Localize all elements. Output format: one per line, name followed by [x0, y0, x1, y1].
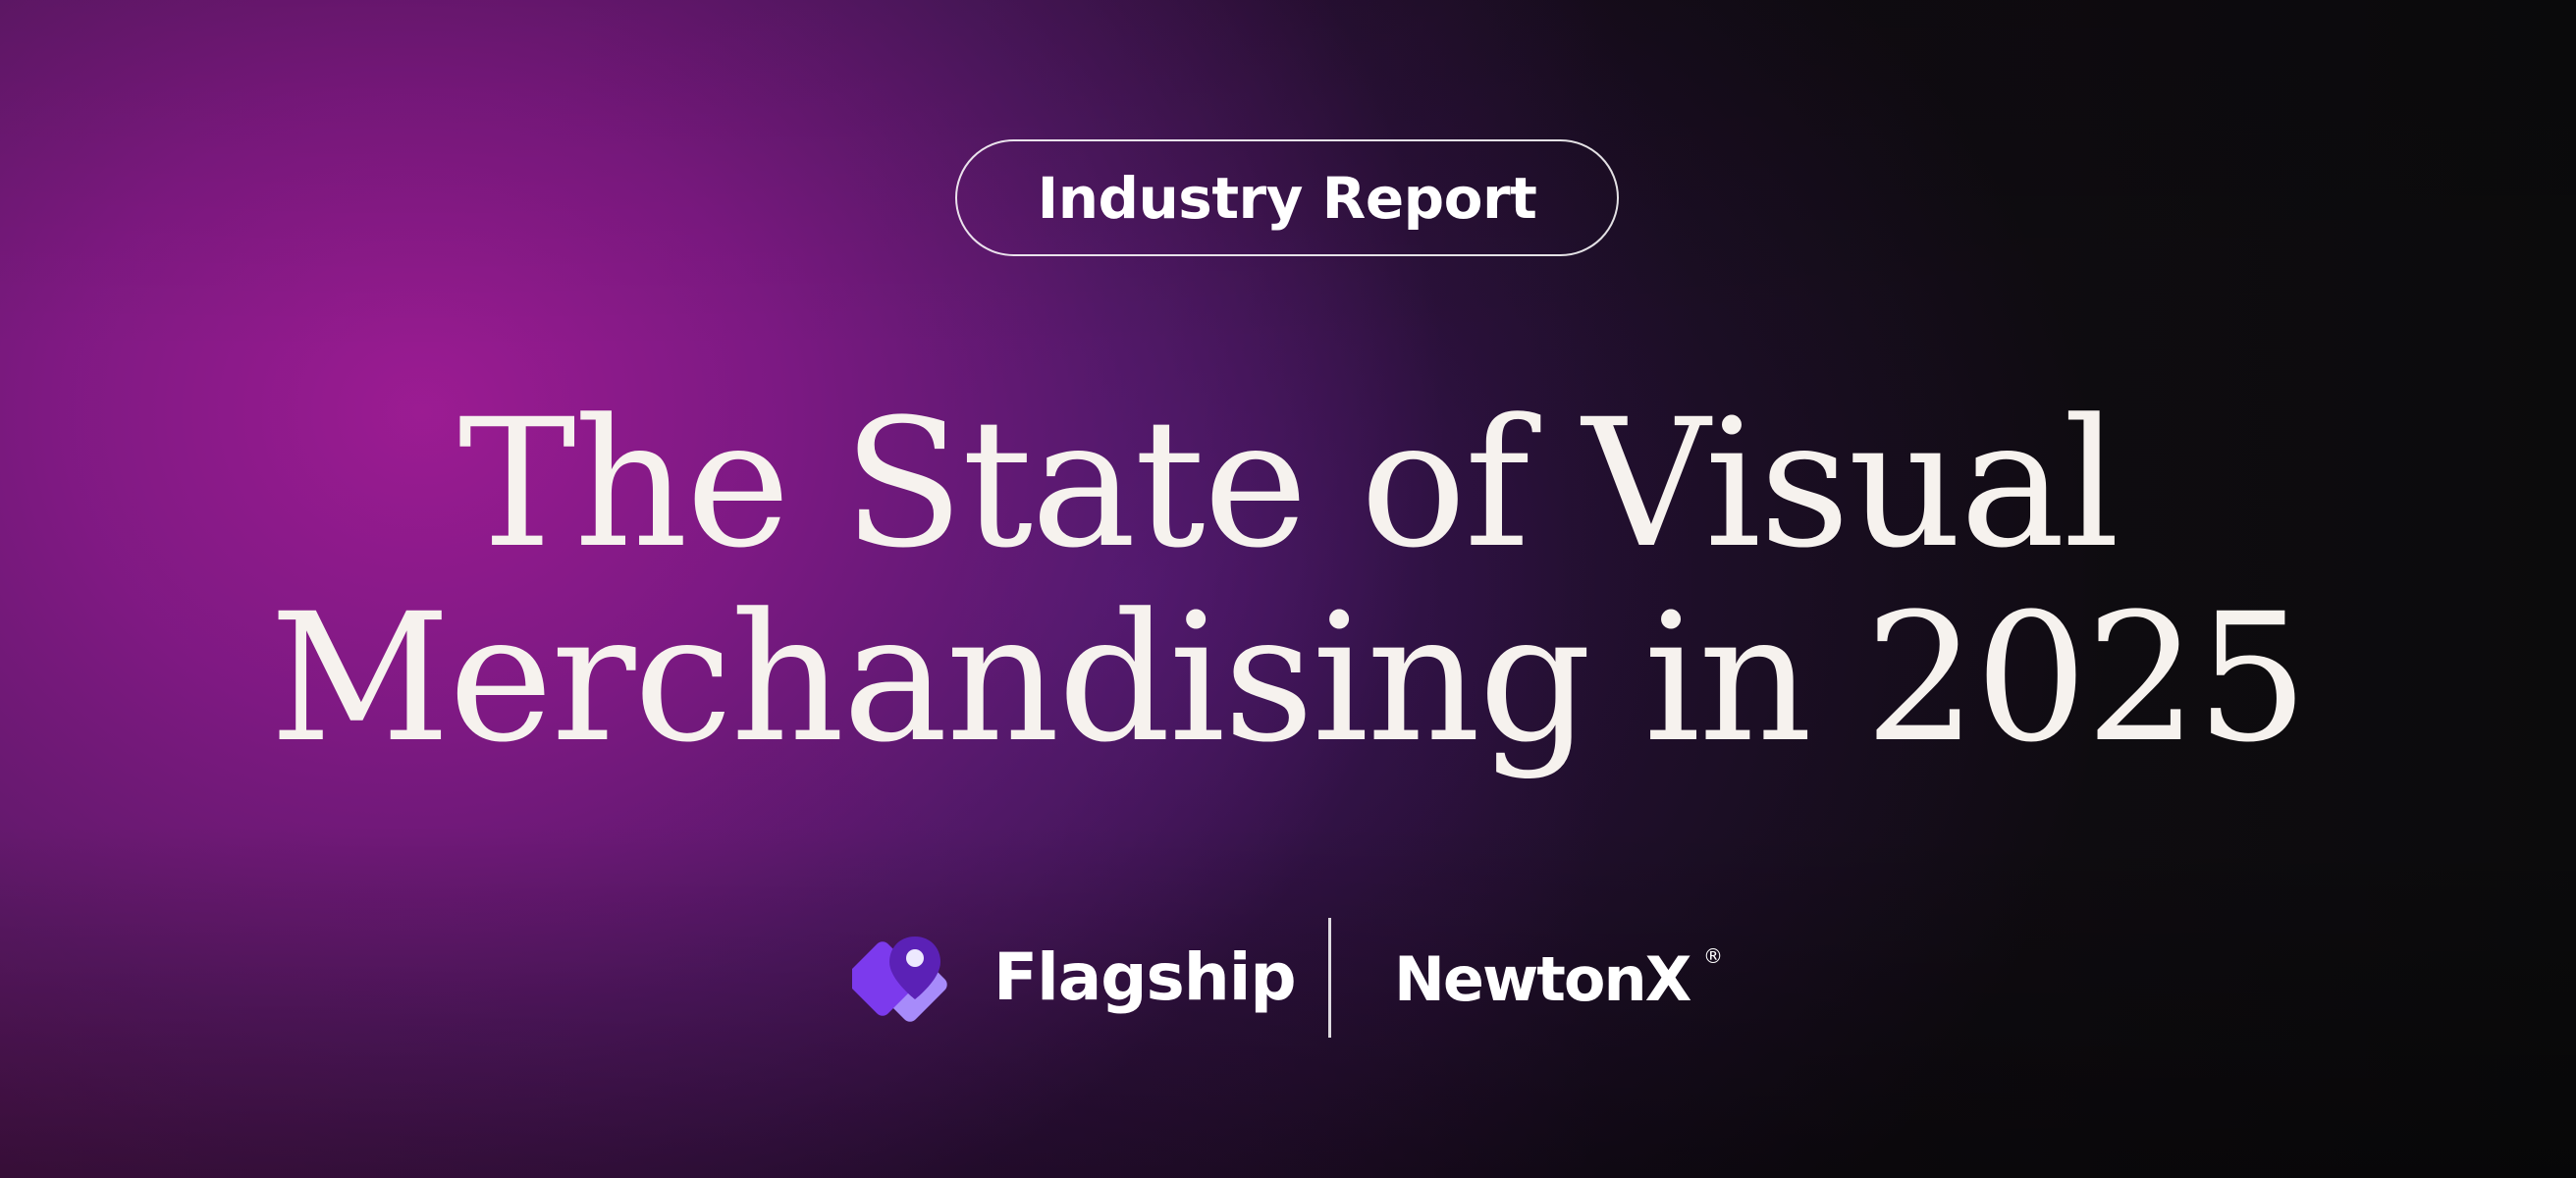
page-title: The State of Visual Merchandising in 202…: [0, 388, 2576, 776]
industry-report-badge: Industry Report: [955, 139, 1619, 256]
partner-logos: Flagship NewtonX ®: [0, 913, 2576, 1041]
flagship-wordmark: Flagship: [993, 939, 1297, 1015]
newtonx-wordmark: NewtonX: [1394, 943, 1691, 1015]
title-line-1: The State of Visual: [457, 382, 2120, 587]
title-line-2: Merchandising in 2025: [269, 576, 2309, 781]
registered-trademark-mark: ®: [1703, 944, 1723, 968]
logo-divider: [1328, 918, 1331, 1038]
flagship-logo-icon: [852, 937, 947, 1022]
badge-label: Industry Report: [1037, 164, 1537, 232]
